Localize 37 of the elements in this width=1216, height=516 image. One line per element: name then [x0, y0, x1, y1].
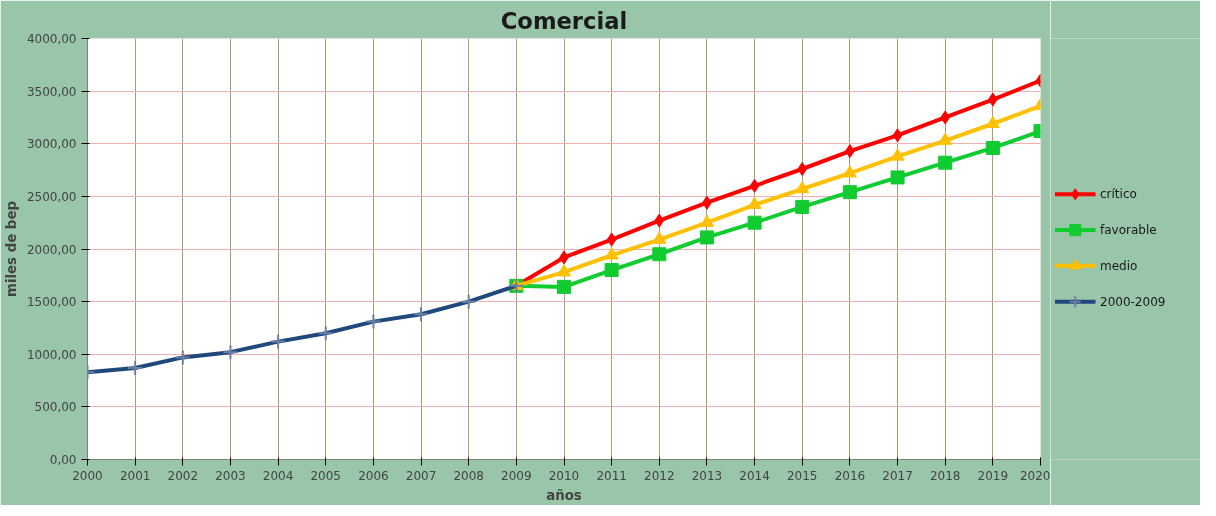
x-tick-label: 2004: [262, 468, 294, 483]
x-tick-label: 2006: [358, 468, 389, 483]
x-tick-label: 2009: [501, 468, 532, 483]
x-tick-label: 2013: [691, 468, 723, 483]
x-tick-label: 2017: [882, 468, 913, 483]
x-tick-label: 2003: [215, 468, 246, 483]
legend-label: favorable: [1100, 223, 1157, 238]
x-tick-label: 2002: [167, 468, 199, 483]
legend-label: crítico: [1100, 187, 1137, 202]
x-tick-label: 2007: [405, 468, 437, 483]
y-axis-title: miles de bep: [3, 201, 19, 297]
legend-label: medio: [1100, 258, 1138, 273]
y-tick-label: 3500,00: [26, 84, 77, 99]
chart-title: Comercial: [500, 7, 628, 34]
x-tick-label: 2010: [548, 468, 580, 483]
x-tick-label: 2001: [119, 468, 151, 483]
x-tick-label: 2011: [596, 468, 627, 483]
x-tick-label: 2014: [739, 468, 770, 483]
y-tick-label: 2000,00: [26, 242, 77, 257]
legend-label: 2000-2009: [1100, 295, 1166, 310]
x-tick-label: 2020: [1019, 468, 1051, 483]
y-tick-label: 0,00: [49, 453, 77, 467]
x-tick-label: 2016: [834, 468, 866, 483]
x-tick-label: 2018: [929, 468, 961, 483]
y-tick-label: 1000,00: [26, 347, 77, 362]
x-tick-label: 2005: [310, 468, 342, 483]
y-tick-label: 4000,00: [26, 32, 77, 46]
x-tick-label: 2012: [644, 468, 675, 483]
y-tick-label: 3000,00: [26, 137, 77, 152]
x-tick-label: 2008: [453, 468, 484, 483]
y-tick-label: 2500,00: [26, 189, 77, 204]
y-tick-label: 1500,00: [26, 295, 77, 310]
x-tick-label: 2019: [977, 468, 1009, 483]
x-axis-title: años: [546, 487, 582, 503]
x-tick-label: 2000: [72, 468, 103, 483]
x-tick-label: 2015: [786, 468, 818, 483]
y-tick-label: 500,00: [34, 400, 77, 415]
